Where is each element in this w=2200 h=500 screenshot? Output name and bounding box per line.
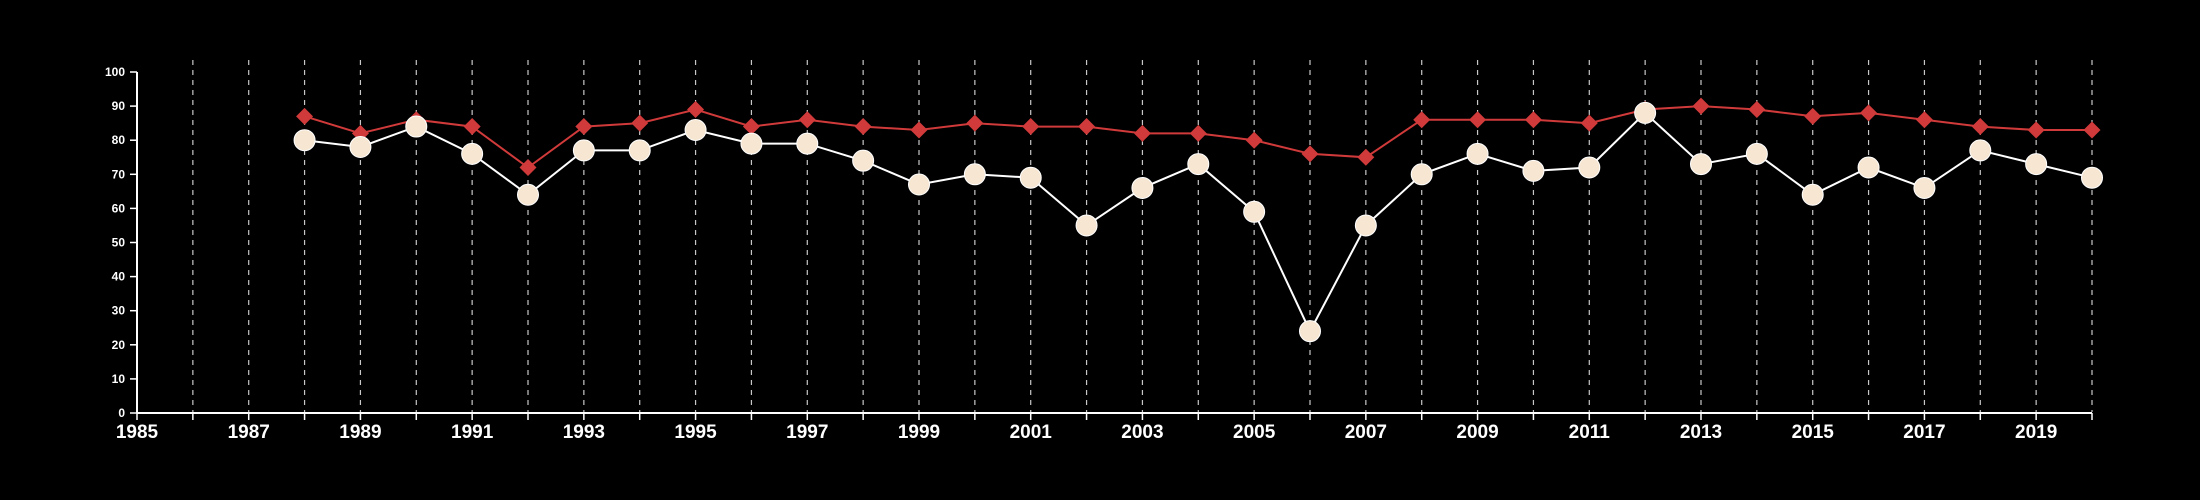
x-tick-label-2005: 2005 <box>1233 422 1276 443</box>
series-1-point-2013 <box>1692 97 1710 115</box>
series-1-point-2020 <box>2083 121 2101 139</box>
series-2-point-1997 <box>796 132 819 155</box>
series-1-point-2014 <box>1748 101 1766 119</box>
x-tick-label-1999: 1999 <box>898 422 940 443</box>
series-1-point-2019 <box>2027 121 2045 139</box>
series-1-point-2001 <box>1022 118 1040 136</box>
series-1-point-2018 <box>1971 118 1989 136</box>
grid-lines <box>192 60 2093 412</box>
series-2-point-1989 <box>349 136 372 159</box>
series-2-point-1999 <box>908 173 930 196</box>
series-2-point-2017 <box>1913 176 1936 199</box>
x-tick-label-1993: 1993 <box>563 422 605 443</box>
series-1-point-2008 <box>1413 111 1431 129</box>
y-tick-label-90: 90 <box>112 99 126 113</box>
series-2-point-2015 <box>1801 183 1824 206</box>
series-1-point-2005 <box>1245 131 1263 149</box>
x-tick-label-2015: 2015 <box>1792 422 1835 443</box>
series-2-point-2005 <box>1243 200 1266 223</box>
series-2-point-2019 <box>2025 153 2048 176</box>
x-tick-label-1987: 1987 <box>228 422 270 443</box>
series-2-point-1996 <box>740 132 763 155</box>
series-1-point-2006 <box>1301 145 1319 163</box>
series-1-point-1994 <box>631 114 649 132</box>
series-2-point-2007 <box>1354 214 1377 237</box>
series-1-point-2009 <box>1469 111 1487 129</box>
series-1-point-1993 <box>575 118 593 136</box>
x-tick-label-2007: 2007 <box>1345 422 1387 443</box>
series-1-point-2000 <box>966 114 984 132</box>
series-2-point-2006 <box>1299 320 1321 343</box>
series-2-point-1990 <box>405 115 428 138</box>
y-tick-label-30: 30 <box>112 304 126 318</box>
x-tick-label-2001: 2001 <box>1010 422 1053 443</box>
series-1-point-2016 <box>1860 104 1878 122</box>
series-2-point-2016 <box>1857 156 1880 179</box>
y-tick-label-50: 50 <box>112 236 126 250</box>
series-1-point-1995 <box>687 101 705 119</box>
data-markers <box>293 97 2103 343</box>
series-2-point-2002 <box>1075 214 1098 237</box>
x-tick-label-2003: 2003 <box>1121 422 1163 443</box>
x-tick-label-1989: 1989 <box>339 422 381 443</box>
series-1-point-1991 <box>463 118 481 136</box>
x-tick-label-1991: 1991 <box>451 422 494 443</box>
series-2-point-2001 <box>1019 166 1042 189</box>
x-tick-label-1995: 1995 <box>674 422 717 443</box>
series-1-point-1992 <box>519 158 537 176</box>
x-tick-label-2013: 2013 <box>1680 422 1722 443</box>
series-1-point-1996 <box>742 118 760 136</box>
series-1-point-1999 <box>910 121 928 139</box>
axes <box>130 71 2093 420</box>
y-tick-label-100: 100 <box>105 65 125 79</box>
series-1-point-1998 <box>854 118 872 136</box>
series-1-point-2002 <box>1078 118 1096 136</box>
x-tick-label-2017: 2017 <box>1903 422 1945 443</box>
x-tick-label-1997: 1997 <box>786 422 828 443</box>
series-2-point-2010 <box>1522 159 1545 182</box>
y-tick-label-10: 10 <box>112 372 126 386</box>
series-2-point-1995 <box>684 118 707 141</box>
series-2-point-2008 <box>1410 163 1433 186</box>
series-2-point-1991 <box>461 142 484 165</box>
y-tick-label-70: 70 <box>112 167 126 181</box>
series-1-point-1997 <box>798 111 816 129</box>
series-2-point-2020 <box>2081 166 2103 189</box>
series-2-point-2004 <box>1187 153 1210 176</box>
series-2-point-2012 <box>1634 101 1657 124</box>
series-1-point-2017 <box>1915 111 1933 129</box>
y-tick-label-80: 80 <box>112 133 126 147</box>
series-1-point-2011 <box>1580 114 1598 132</box>
x-tick-label-2019: 2019 <box>2015 422 2057 443</box>
series-1-point-2010 <box>1524 111 1542 129</box>
series-1-point-2003 <box>1133 124 1151 142</box>
x-tick-label-2011: 2011 <box>1569 422 1611 443</box>
series-1-point-2015 <box>1804 107 1822 125</box>
series-2-point-2014 <box>1745 142 1768 165</box>
series-2-point-1998 <box>852 149 875 172</box>
y-tick-label-20: 20 <box>112 338 126 352</box>
y-tick-label-60: 60 <box>112 201 126 215</box>
series-2-point-2011 <box>1578 156 1601 179</box>
series-1-point-2004 <box>1189 124 1207 142</box>
x-tick-label-1985: 1985 <box>116 422 159 443</box>
series-1-point-1988 <box>296 107 314 125</box>
series-2-point-1993 <box>572 139 595 162</box>
series-2-point-1992 <box>517 183 539 206</box>
series-2-point-1994 <box>628 139 651 162</box>
y-tick-label-40: 40 <box>112 270 126 284</box>
series-2-point-2003 <box>1131 176 1154 199</box>
series-2-point-2009 <box>1466 142 1489 165</box>
series-2-point-2013 <box>1690 153 1712 176</box>
x-tick-label-2009: 2009 <box>1456 422 1498 443</box>
series-2-point-1988 <box>293 129 316 152</box>
series-1-point-2007 <box>1357 148 1375 166</box>
series-2-point-2000 <box>963 163 986 186</box>
y-tick-label-0: 0 <box>118 406 125 420</box>
series-2-point-2018 <box>1969 139 1992 162</box>
tick-labels: 0 10 20 30 40 50 60 70 80 90 100 1985 1987 1989 1991 19… <box>105 65 2057 443</box>
